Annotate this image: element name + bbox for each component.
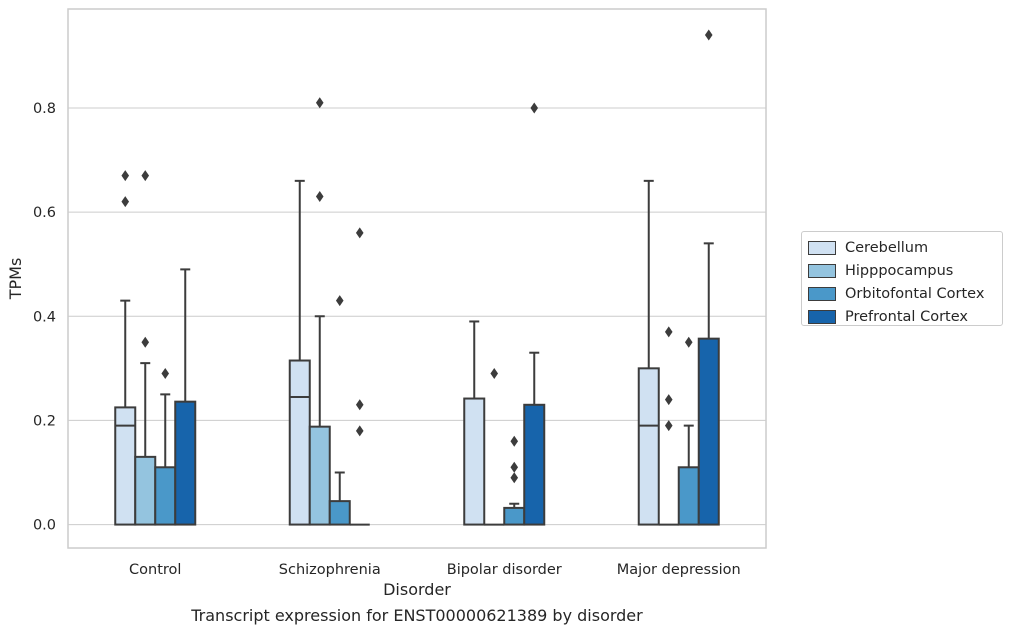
legend: Cerebellum Hipppocampus Orbitofontal Cor…: [801, 231, 1003, 326]
y-tick-label: 0.6: [33, 205, 56, 221]
legend-item-cerebellum: Cerebellum: [808, 236, 1002, 259]
plot-frame: [67, 8, 767, 549]
legend-swatch-orbitofrontal-cortex: [808, 286, 836, 301]
x-tick-label: Bipolar disorder: [447, 562, 562, 578]
box-body: [328, 500, 351, 526]
legend-swatch-prefrontal-cortex: [808, 309, 836, 324]
outlier-point: [121, 196, 130, 208]
box-body: [677, 466, 700, 526]
legend-label-hippocampus: Hipppocampus: [845, 262, 954, 279]
outlier-point: [510, 472, 519, 484]
y-tick-label: 0.4: [33, 309, 56, 325]
y-tick-label: 0.8: [33, 101, 56, 117]
outlier-point: [355, 425, 364, 437]
box-body: [697, 337, 720, 526]
box-body: [174, 400, 197, 526]
outlier-point: [510, 461, 519, 473]
box-0-1: [134, 170, 157, 526]
box-body: [308, 425, 331, 526]
box-body: [637, 367, 660, 526]
box-1-0: [288, 179, 311, 526]
box-body: [523, 403, 546, 526]
outlier-point: [684, 336, 693, 348]
box-1-2: [328, 295, 351, 526]
outlier-point: [664, 326, 673, 338]
outlier-point: [335, 295, 344, 307]
box-2-0: [463, 320, 486, 526]
box-2-3: [523, 102, 546, 526]
legend-label-orbitofrontal-cortex: Orbitofontal Cortex: [845, 285, 985, 302]
outlier-point: [141, 336, 150, 348]
box-body: [134, 455, 157, 526]
box-body: [503, 506, 526, 526]
x-tick-label: Schizophrenia: [279, 562, 381, 578]
box-1-3: [349, 227, 370, 526]
outlier-point: [315, 190, 324, 202]
figure-caption: Transcript expression for ENST0000062138…: [191, 606, 643, 625]
box-body: [154, 466, 177, 526]
x-axis-label: Disorder: [383, 580, 451, 599]
y-axis-label: TPMs: [6, 258, 25, 301]
box-3-0: [637, 179, 660, 526]
outlier-point: [490, 368, 499, 380]
legend-item-hippocampus: Hipppocampus: [808, 259, 1002, 282]
box-2-1: [484, 368, 505, 526]
box-0-0: [114, 170, 137, 526]
legend-label-prefrontal-cortex: Prefrontal Cortex: [845, 308, 968, 325]
outlier-point: [161, 368, 170, 380]
y-tick-label: 0.0: [33, 518, 56, 534]
outlier-point: [355, 399, 364, 411]
box-2-2: [503, 435, 526, 526]
box-0-3: [174, 268, 197, 526]
legend-swatch-hippocampus: [808, 263, 836, 278]
outlier-point: [664, 420, 673, 432]
outlier-point: [141, 170, 150, 182]
legend-item-prefrontal-cortex: Prefrontal Cortex: [808, 305, 1002, 328]
box-3-1: [658, 326, 679, 526]
x-tick-label: Major depression: [617, 562, 741, 578]
outlier-point: [530, 102, 539, 114]
outlier-point: [315, 97, 324, 109]
outlier-point: [121, 170, 130, 182]
box-body: [288, 359, 311, 526]
legend-item-orbitofrontal-cortex: Orbitofontal Cortex: [808, 282, 1002, 305]
outlier-point: [355, 227, 364, 239]
box-3-3: [697, 29, 720, 526]
outlier-point: [704, 29, 713, 41]
box-1-1: [308, 97, 331, 526]
legend-swatch-cerebellum: [808, 240, 836, 255]
outlier-point: [510, 435, 519, 447]
y-tick-label: 0.2: [33, 413, 56, 429]
legend-label-cerebellum: Cerebellum: [845, 239, 929, 256]
outlier-point: [664, 394, 673, 406]
box-body: [463, 397, 486, 526]
x-tick-label: Control: [129, 562, 181, 578]
